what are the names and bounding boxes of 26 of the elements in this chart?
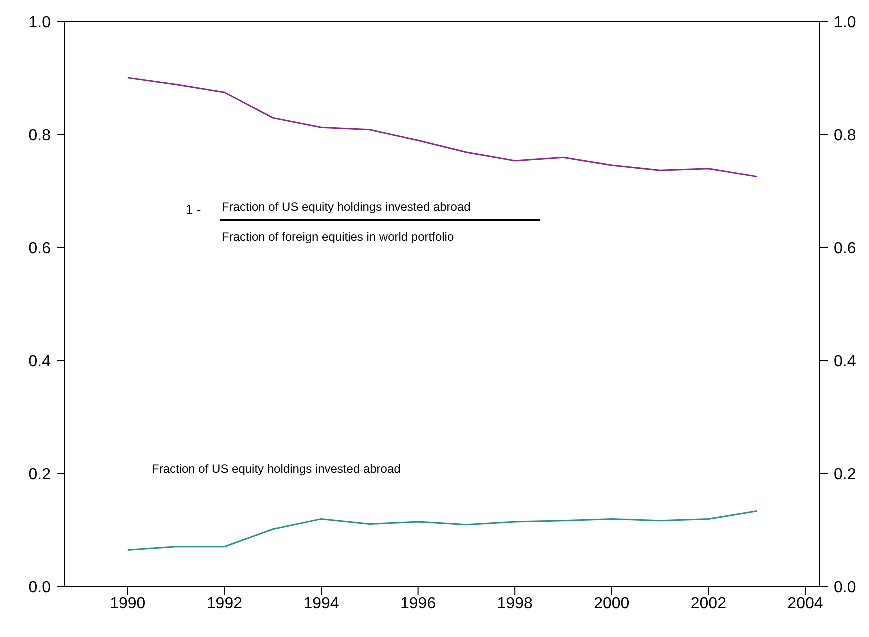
x-tick-label: 1990 [110, 595, 146, 612]
y-tick-label: 0.2 [28, 466, 52, 484]
y2-tick-label: 0.2 [834, 466, 856, 484]
x-tick-label: 1992 [206, 595, 243, 612]
y-tick-label: 0.0 [28, 580, 52, 597]
annotation: Fraction of US equity holdings invested abroad [152, 462, 401, 476]
x-tick-label: 2000 [594, 595, 630, 612]
y2-tick-label: 0.4 [834, 354, 856, 371]
annotation: Fraction of foreign equities in world portfolio [222, 230, 454, 244]
x-tick-label: 2002 [690, 595, 727, 612]
y-tick-label: 0.8 [28, 128, 52, 145]
y2-tick-label: 1.0 [834, 14, 856, 32]
x-tick-label: 1996 [400, 595, 436, 612]
annotation: 1 - [186, 202, 202, 217]
annotation: Fraction of US equity holdings invested abroad [222, 200, 471, 214]
y-tick-label: 0.4 [28, 354, 52, 371]
x-tick-label: 1994 [304, 595, 340, 612]
y-tick-label: 0.6 [28, 240, 52, 258]
y2-tick-label: 0.0 [834, 580, 856, 597]
x-tick-label: 2004 [788, 595, 824, 612]
x-tick-label: 1998 [497, 595, 533, 612]
line-series [127, 510, 758, 552]
y-tick-label: 1.0 [28, 14, 52, 32]
line-series [127, 77, 758, 178]
y2-tick-label: 0.8 [834, 128, 856, 145]
y2-tick-label: 0.6 [834, 240, 856, 258]
